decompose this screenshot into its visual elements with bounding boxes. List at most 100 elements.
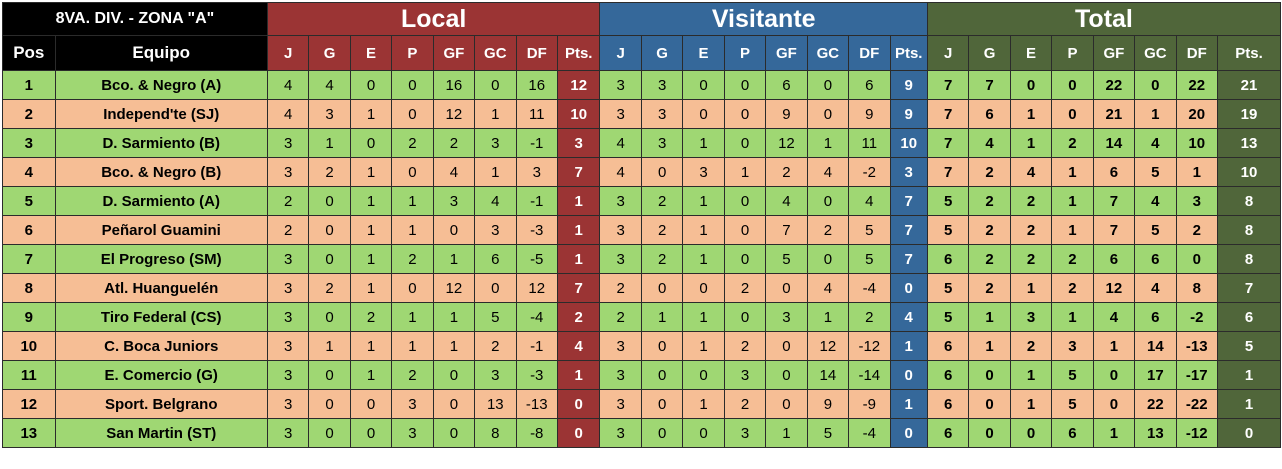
total-stat-cell: 0 xyxy=(968,360,1011,390)
local-p-header: P xyxy=(391,35,434,71)
division-title: 8VA. DIV. - ZONA "A" xyxy=(2,2,268,36)
visitante-stat-cell: 2 xyxy=(723,331,767,361)
local-stat-cell: 1 xyxy=(349,360,393,390)
total-stat-cell: 2 xyxy=(1009,186,1053,216)
table-row: 2 Independ'te (SJ) 4 3 1 0 12 1 11 10 3 3 0 0 9 0 9 9 7 6 1 0… xyxy=(2,99,1282,129)
local-stat-cell: 3 xyxy=(266,244,310,274)
local-points-cell: 1 xyxy=(556,215,601,245)
table-row: 3 D. Sarmiento (B) 3 1 0 2 2 3 -1 3 4 3 1 0 12 1 11 10 7 4 1… xyxy=(2,128,1282,158)
total-stat-cell: 20 xyxy=(1175,99,1218,129)
total-pts-header: Pts. xyxy=(1216,35,1282,71)
team-name-cell: E. Comercio (G) xyxy=(54,360,268,390)
position-cell: 4 xyxy=(2,157,56,187)
local-points-cell: 10 xyxy=(556,99,601,129)
total-stat-cell: 7 xyxy=(926,157,970,187)
local-stat-cell: 0 xyxy=(432,418,476,448)
total-stat-cell: 0 xyxy=(1175,244,1218,274)
visitante-gf-header: GF xyxy=(765,35,808,71)
visitante-stat-cell: 0 xyxy=(806,99,850,129)
total-stat-cell: 0 xyxy=(1009,418,1053,448)
total-stat-cell: 0 xyxy=(968,389,1011,419)
visitante-stat-cell: 1 xyxy=(806,128,850,158)
visitante-stat-cell: 0 xyxy=(806,244,850,274)
total-stat-cell: 8 xyxy=(1175,273,1218,303)
visitante-stat-cell: 3 xyxy=(723,360,767,390)
visitante-stat-cell: -4 xyxy=(848,273,891,303)
visitante-stat-cell: 0 xyxy=(682,360,725,390)
visitante-stat-cell: 0 xyxy=(723,302,767,332)
total-stat-cell: 14 xyxy=(1092,128,1136,158)
team-name-cell: C. Boca Juniors xyxy=(54,331,268,361)
visitante-stat-cell: 0 xyxy=(806,70,850,100)
total-stat-cell: 0 xyxy=(1134,70,1177,100)
visitante-stat-cell: 2 xyxy=(723,389,767,419)
visitante-stat-cell: 7 xyxy=(765,215,808,245)
visitante-stat-cell: 4 xyxy=(806,157,850,187)
visitante-stat-cell: 0 xyxy=(640,273,684,303)
local-stat-cell: 0 xyxy=(308,244,351,274)
team-name-cell: San Martin (ST) xyxy=(54,418,268,448)
local-stat-cell: 1 xyxy=(391,302,434,332)
visitante-stat-cell: 0 xyxy=(682,418,725,448)
local-stat-cell: 2 xyxy=(308,157,351,187)
visitante-stat-cell: 3 xyxy=(599,215,642,245)
total-stat-cell: 3 xyxy=(1175,186,1218,216)
visitante-stat-cell: 14 xyxy=(806,360,850,390)
total-stat-cell: 1 xyxy=(1092,331,1136,361)
local-stat-cell: 3 xyxy=(266,157,310,187)
local-stat-cell: 1 xyxy=(349,186,393,216)
local-stat-cell: 1 xyxy=(349,331,393,361)
local-stat-cell: 1 xyxy=(474,157,517,187)
local-stat-cell: 2 xyxy=(391,244,434,274)
local-points-cell: 0 xyxy=(556,418,601,448)
total-stat-cell: 6 xyxy=(1051,418,1094,448)
total-stat-cell: 6 xyxy=(926,360,970,390)
local-stat-cell: 3 xyxy=(474,360,517,390)
local-stat-cell: 1 xyxy=(349,244,393,274)
visitante-points-cell: 9 xyxy=(889,70,928,100)
local-stat-cell: 1 xyxy=(432,331,476,361)
table-row: 1 Bco. & Negro (A) 4 4 0 0 16 0 16 12 3 3 0 0 6 0 6 9 7 7 0 0… xyxy=(2,70,1282,100)
total-gc-header: GC xyxy=(1134,35,1177,71)
total-stat-cell: 1 xyxy=(1051,186,1094,216)
total-points-cell: 13 xyxy=(1216,128,1282,158)
total-stat-cell: 2 xyxy=(1175,215,1218,245)
visitante-stat-cell: 0 xyxy=(765,273,808,303)
local-stat-cell: -1 xyxy=(515,128,558,158)
visitante-stat-cell: 0 xyxy=(640,360,684,390)
total-stat-cell: 14 xyxy=(1134,331,1177,361)
total-stat-cell: 5 xyxy=(926,273,970,303)
local-stat-cell: 2 xyxy=(391,128,434,158)
local-stat-cell: 12 xyxy=(432,99,476,129)
local-stat-cell: 0 xyxy=(349,389,393,419)
local-stat-cell: 4 xyxy=(432,157,476,187)
total-points-cell: 10 xyxy=(1216,157,1282,187)
total-stat-cell: 4 xyxy=(968,128,1011,158)
total-points-cell: 1 xyxy=(1216,389,1282,419)
local-stat-cell: 0 xyxy=(432,360,476,390)
total-stat-cell: -17 xyxy=(1175,360,1218,390)
total-stat-cell: 3 xyxy=(1009,302,1053,332)
column-header-row: Pos Equipo J G E P GF GC DF Pts. J G E P GF GC DF Pts. J… xyxy=(2,35,1282,71)
local-stat-cell: 3 xyxy=(432,186,476,216)
visitante-stat-cell: -14 xyxy=(848,360,891,390)
total-stat-cell: 22 xyxy=(1175,70,1218,100)
local-stat-cell: 3 xyxy=(266,389,310,419)
visitante-df-header: DF xyxy=(848,35,891,71)
position-cell: 13 xyxy=(2,418,56,448)
local-points-cell: 0 xyxy=(556,389,601,419)
visitante-stat-cell: 11 xyxy=(848,128,891,158)
total-stat-cell: 5 xyxy=(1134,157,1177,187)
total-stat-cell: 5 xyxy=(926,215,970,245)
total-stat-cell: 1 xyxy=(1009,360,1053,390)
local-stat-cell: 1 xyxy=(432,244,476,274)
local-stat-cell: -13 xyxy=(515,389,558,419)
total-stat-cell: 6 xyxy=(968,99,1011,129)
visitante-points-cell: 7 xyxy=(889,215,928,245)
position-cell: 7 xyxy=(2,244,56,274)
total-e-header: E xyxy=(1009,35,1053,71)
visitante-stat-cell: 0 xyxy=(806,186,850,216)
total-gf-header: GF xyxy=(1092,35,1136,71)
local-j-header: J xyxy=(266,35,310,71)
total-stat-cell: 2 xyxy=(968,186,1011,216)
